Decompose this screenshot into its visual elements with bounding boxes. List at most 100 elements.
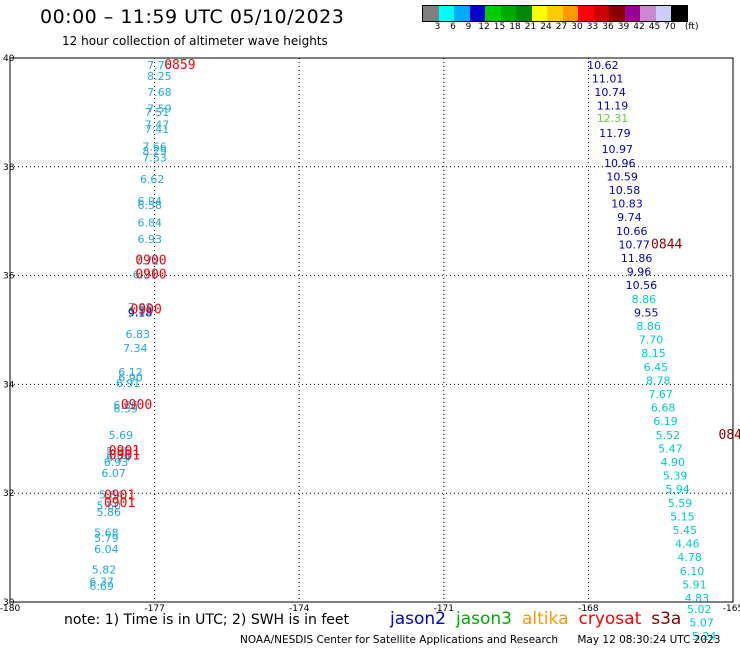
- color-scale-tick: 15: [493, 22, 506, 32]
- color-swatch: [454, 6, 470, 21]
- pass-time-label: 0900: [135, 267, 166, 282]
- wave-height-label: 11.01: [592, 72, 624, 85]
- color-scale-tick: 6: [450, 22, 456, 32]
- pass-time-label: 0900: [135, 254, 166, 269]
- wave-height-label: 6.36: [113, 399, 138, 412]
- color-scale-tick: 39: [617, 22, 630, 32]
- wave-height-label: 5.15: [670, 510, 695, 523]
- wave-height-label: 6.81: [133, 268, 158, 281]
- chart-subtitle: 12 hour collection of altimeter wave hei…: [62, 34, 328, 48]
- color-scale-tick: 30: [571, 22, 583, 32]
- wave-height-label: 5.95: [106, 445, 131, 458]
- wave-height-label: 7.59: [147, 102, 172, 115]
- y-tick-label: 30: [3, 598, 15, 608]
- wave-height-label: 10.56: [626, 279, 658, 292]
- x-tick-label: -177: [144, 604, 164, 614]
- color-scale-tick: 21: [524, 22, 537, 32]
- color-scale-tick: 9: [465, 22, 472, 32]
- legend-entry-altika: altika: [522, 609, 569, 629]
- wave-height-label: 5.68: [94, 527, 119, 540]
- wave-height-label: 6.24: [106, 452, 131, 465]
- wave-height-label: 8.25: [147, 70, 172, 83]
- wave-height-label: 9.55: [634, 306, 659, 319]
- color-swatch: [578, 6, 594, 21]
- y-tick-label: 36: [3, 272, 15, 282]
- color-scale-tick: 33: [586, 22, 599, 32]
- wave-height-label: 7.72: [135, 255, 160, 268]
- wave-height-label: 6.93: [138, 233, 163, 246]
- wave-height-label: 4.90: [661, 456, 686, 469]
- wave-height-label: 5.52: [656, 429, 681, 442]
- wave-height-label: 11.19: [597, 100, 629, 113]
- note-text: note: 1) Time is in UTC; 2) SWH is in fe…: [64, 612, 350, 628]
- wave-height-label: 5.91: [682, 578, 707, 591]
- color-swatch: [531, 6, 547, 21]
- wave-height-label: 9.18: [128, 306, 153, 319]
- wave-height-label: 5.84: [99, 489, 124, 502]
- wave-height-label: 5.66: [106, 449, 131, 462]
- color-swatch: [640, 6, 656, 21]
- color-swatch: [671, 6, 687, 21]
- wave-height-label: 5.86: [97, 506, 122, 519]
- color-scale-tick: 24: [540, 22, 552, 32]
- wave-height-label: 12.31: [597, 112, 629, 125]
- pass-time-label: 0901: [104, 496, 135, 511]
- pass-time-label: 0900: [121, 398, 152, 413]
- y-tick-label: 32: [3, 489, 14, 499]
- wave-height-label: 10.66: [616, 225, 648, 238]
- color-scale-labels: 3 6 9 12 15 18 21 24 27 30 33 36 39 42 45 70 (ft): [422, 22, 734, 34]
- color-scale-tick: 12: [478, 22, 490, 32]
- wave-height-label: 6.68: [651, 402, 676, 415]
- chart-title: 00:00 – 11:59 UTC 05/10/2023: [40, 6, 345, 28]
- color-swatch: [516, 6, 532, 21]
- wave-height-label: 6.69: [89, 580, 114, 593]
- wave-height-label: 11.79: [599, 127, 631, 140]
- wave-height-label: 6.93: [104, 456, 129, 469]
- y-tick-label: 38: [3, 163, 15, 173]
- color-scale-tick: 42: [633, 22, 645, 32]
- legend-entry-s3a: s3a: [651, 609, 682, 629]
- wave-height-label: 6.45: [644, 361, 669, 374]
- wave-height-label: 6.07: [101, 467, 126, 480]
- wave-height-label: 4.46: [675, 538, 700, 551]
- wave-height-label: 7.76: [147, 59, 172, 72]
- color-swatch: [469, 6, 485, 21]
- color-swatch: [655, 6, 671, 21]
- wave-height-label: 6.91: [116, 377, 141, 390]
- wave-height-label: 8.15: [641, 347, 666, 360]
- y-tick-label: 40: [3, 54, 15, 64]
- color-scale-tick: 45: [648, 22, 661, 32]
- x-tick-label: -168: [578, 604, 599, 614]
- color-swatch: [593, 6, 609, 21]
- wave-height-label: 5.60: [97, 500, 122, 513]
- wave-height-label: 6.62: [140, 173, 165, 186]
- wave-height-label: 10.58: [609, 184, 641, 197]
- pass-time-label: 0901: [109, 444, 140, 459]
- pass-time-label: 0900: [131, 303, 162, 318]
- x-tick-label: -180: [0, 604, 20, 614]
- wave-height-label: 7.70: [639, 334, 664, 347]
- color-scale-tick: 27: [555, 22, 568, 32]
- wave-height-label: 6.84: [138, 217, 163, 230]
- wave-height-label: 5.69: [109, 429, 134, 442]
- wave-height-label: 6.90: [118, 372, 143, 385]
- color-swatch: [624, 6, 640, 21]
- color-scale-tick: 3: [434, 22, 441, 32]
- wave-height-label: 8.86: [636, 320, 661, 333]
- wave-height-label: 8.78: [646, 374, 671, 387]
- legend-entry-jason2: jason2: [390, 609, 446, 629]
- pass-time-label: 0859: [164, 58, 195, 73]
- pass-time-label: 0901: [109, 448, 140, 463]
- pass-time-label: 0901: [104, 489, 135, 504]
- wave-height-label: 11.86: [621, 252, 653, 265]
- wave-height-label: 4.83: [685, 592, 710, 605]
- wave-height-label: 4.78: [677, 551, 702, 564]
- wave-height-label: 6.59: [113, 403, 138, 416]
- wave-height-label: 6.10: [680, 565, 705, 578]
- color-swatch: [562, 6, 578, 21]
- wave-height-label: 6.12: [118, 366, 143, 379]
- satellite-legend: jason2 jason3 altika cryosat s3a: [390, 609, 691, 629]
- wave-height-label: 6.83: [125, 328, 150, 341]
- pass-time-label: 0843: [719, 428, 740, 443]
